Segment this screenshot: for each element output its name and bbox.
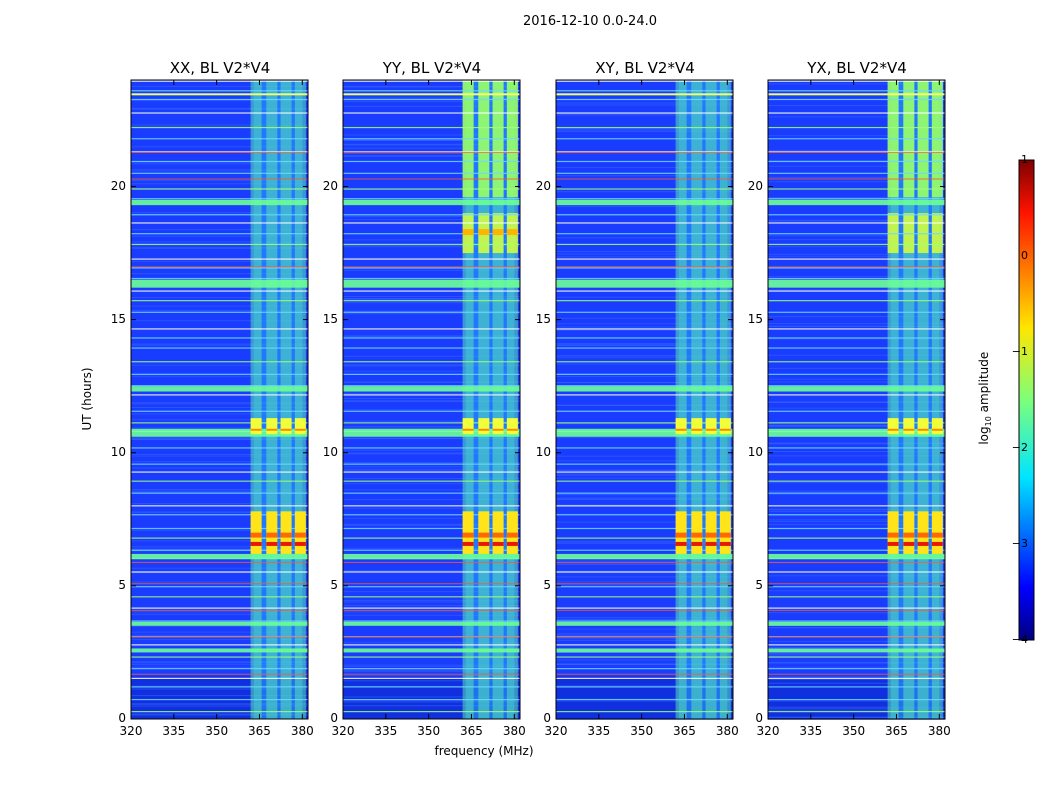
heatmap-panel-0	[130, 79, 309, 720]
y-tick-label: 0	[755, 711, 763, 725]
y-tick-label: 10	[535, 444, 551, 459]
x-tick-label: 350	[842, 724, 866, 738]
panel-title-yx: YX, BL V2*V4	[807, 59, 907, 77]
x-tick-label: 335	[162, 724, 186, 738]
panel-title-xx: XX, BL V2*V4	[169, 59, 271, 77]
y-tick-label: 5	[543, 577, 551, 592]
x-tick-label: 320	[331, 724, 355, 738]
x-tick-label: 380	[502, 724, 526, 738]
x-tick-label: 335	[587, 724, 611, 738]
x-tick-label: 365	[248, 724, 271, 738]
x-tick-label: 320	[544, 724, 568, 738]
x-tick-label: 380	[715, 724, 739, 738]
heatmap-panel-2	[555, 79, 734, 720]
colorbar-tick: 0	[1021, 249, 1028, 262]
colorbar-tick: −1	[1011, 345, 1028, 358]
x-tick-label: 365	[673, 724, 696, 738]
colorbar	[1018, 159, 1035, 641]
x-tick-label: 320	[756, 724, 780, 738]
y-tick-label: 5	[118, 577, 126, 592]
x-tick-label: 350	[205, 724, 229, 738]
y-tick-label: 5	[330, 577, 338, 592]
y-axis-label: UT (hours)	[80, 367, 94, 431]
y-tick-label: 0	[543, 711, 551, 725]
y-tick-label: 10	[322, 444, 338, 459]
panel-title-xy: XY, BL V2*V4	[595, 59, 695, 77]
y-tick-label: 0	[118, 711, 126, 725]
y-tick-label: 15	[535, 311, 551, 326]
y-tick-label: 15	[110, 311, 126, 326]
x-tick-label: 380	[290, 724, 314, 738]
x-tick-label: 380	[927, 724, 951, 738]
colorbar-tick: −4	[1011, 633, 1028, 646]
y-tick-label: 10	[747, 444, 763, 459]
heatmap-panel-3	[767, 79, 946, 720]
x-tick-label: 335	[374, 724, 398, 738]
x-tick-label: 350	[417, 724, 441, 738]
y-tick-label: 20	[535, 178, 551, 193]
x-tick-label: 365	[460, 724, 483, 738]
panel-title-yy: YY, BL V2*V4	[382, 59, 482, 77]
y-tick-label: 10	[110, 444, 126, 459]
x-tick-label: 320	[119, 724, 143, 738]
y-tick-label: 0	[330, 711, 338, 725]
y-tick-label: 15	[747, 311, 763, 326]
colorbar-tick: −2	[1011, 441, 1028, 454]
x-axis-label: frequency (MHz)	[434, 744, 534, 758]
colorbar-tick: −3	[1011, 537, 1028, 550]
y-tick-label: 20	[322, 178, 338, 193]
x-tick-label: 350	[630, 724, 654, 738]
heatmap-panel-1	[342, 79, 521, 720]
x-tick-label: 335	[799, 724, 823, 738]
y-tick-label: 20	[747, 178, 763, 193]
colorbar-tick: 1	[1021, 153, 1028, 166]
y-tick-label: 20	[110, 178, 126, 193]
colorbar-label: log10 amplitude	[976, 351, 994, 445]
x-tick-label: 365	[885, 724, 908, 738]
y-tick-label: 5	[755, 577, 763, 592]
chart-suptitle: 2016-12-10 0.0-24.0	[523, 14, 657, 29]
y-tick-label: 15	[322, 311, 338, 326]
